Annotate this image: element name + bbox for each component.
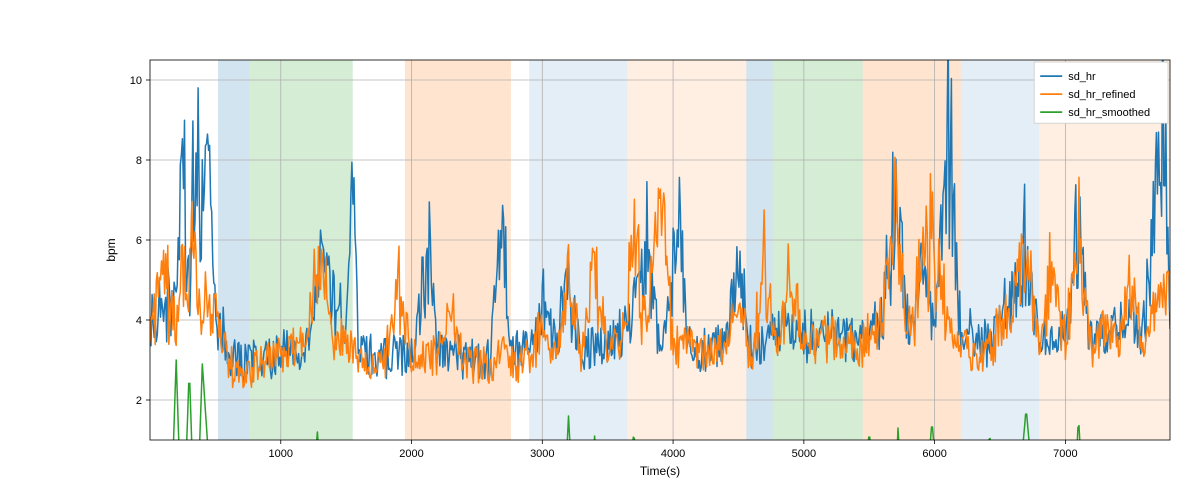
svg-text:6000: 6000 [922, 448, 946, 460]
legend: sd_hr sd_hr_refined sd_hr_smoothed [1034, 62, 1168, 123]
svg-text:6: 6 [136, 235, 142, 247]
svg-text:4: 4 [136, 315, 142, 327]
svg-text:2: 2 [136, 395, 142, 407]
chart-container: 1000 2000 3000 4000 5000 6000 7000 2 4 6 8 10 Time(s… [0, 0, 1200, 500]
x-axis-label: Time(s) [640, 464, 680, 478]
y-axis-label: bpm [104, 238, 118, 261]
legend-label: sd_hr_smoothed [1068, 107, 1150, 119]
svg-text:1000: 1000 [269, 448, 293, 460]
legend-label: sd_hr [1068, 71, 1096, 83]
legend-label: sd_hr_refined [1068, 89, 1135, 101]
svg-text:8: 8 [136, 155, 142, 167]
svg-text:4000: 4000 [661, 448, 685, 460]
svg-text:2000: 2000 [399, 448, 423, 460]
svg-text:7000: 7000 [1053, 448, 1077, 460]
svg-text:10: 10 [130, 75, 142, 87]
svg-text:3000: 3000 [530, 448, 554, 460]
svg-text:5000: 5000 [792, 448, 816, 460]
hr-chart: 1000 2000 3000 4000 5000 6000 7000 2 4 6 8 10 Time(s… [0, 0, 1200, 500]
